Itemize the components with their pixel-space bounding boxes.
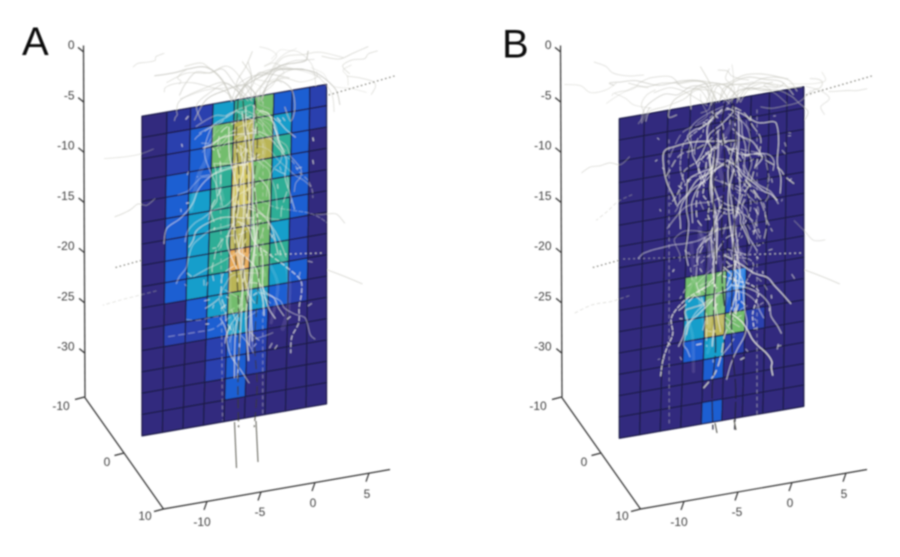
svg-text:-10: -10 [52, 399, 70, 413]
svg-text:-10: -10 [193, 515, 211, 529]
svg-text:0: 0 [787, 496, 794, 510]
svg-text:-25: -25 [534, 289, 552, 303]
svg-text:-5: -5 [732, 505, 743, 519]
svg-text:-15: -15 [534, 189, 552, 203]
svg-text:0: 0 [581, 455, 588, 469]
svg-text:0: 0 [545, 38, 552, 52]
svg-text:5: 5 [364, 487, 371, 501]
svg-text:0: 0 [104, 455, 111, 469]
svg-text:-10: -10 [529, 399, 547, 413]
svg-text:-30: -30 [534, 340, 552, 354]
svg-text:-5: -5 [541, 88, 552, 102]
svg-text:-5: -5 [255, 505, 266, 519]
svg-text:0: 0 [68, 38, 75, 52]
svg-text:-25: -25 [57, 289, 75, 303]
svg-text:-30: -30 [57, 340, 75, 354]
svg-text:-10: -10 [57, 139, 75, 153]
svg-text:-5: -5 [64, 88, 75, 102]
svg-text:10: 10 [615, 509, 629, 523]
svg-text:-10: -10 [670, 515, 688, 529]
svg-text:A: A [22, 20, 49, 64]
svg-text:-10: -10 [534, 139, 552, 153]
svg-text:0: 0 [310, 496, 317, 510]
svg-text:B: B [502, 23, 529, 67]
svg-text:-20: -20 [534, 239, 552, 253]
svg-text:10: 10 [138, 509, 152, 523]
svg-text:-20: -20 [57, 239, 75, 253]
svg-text:5: 5 [841, 487, 848, 501]
svg-text:-15: -15 [57, 189, 75, 203]
